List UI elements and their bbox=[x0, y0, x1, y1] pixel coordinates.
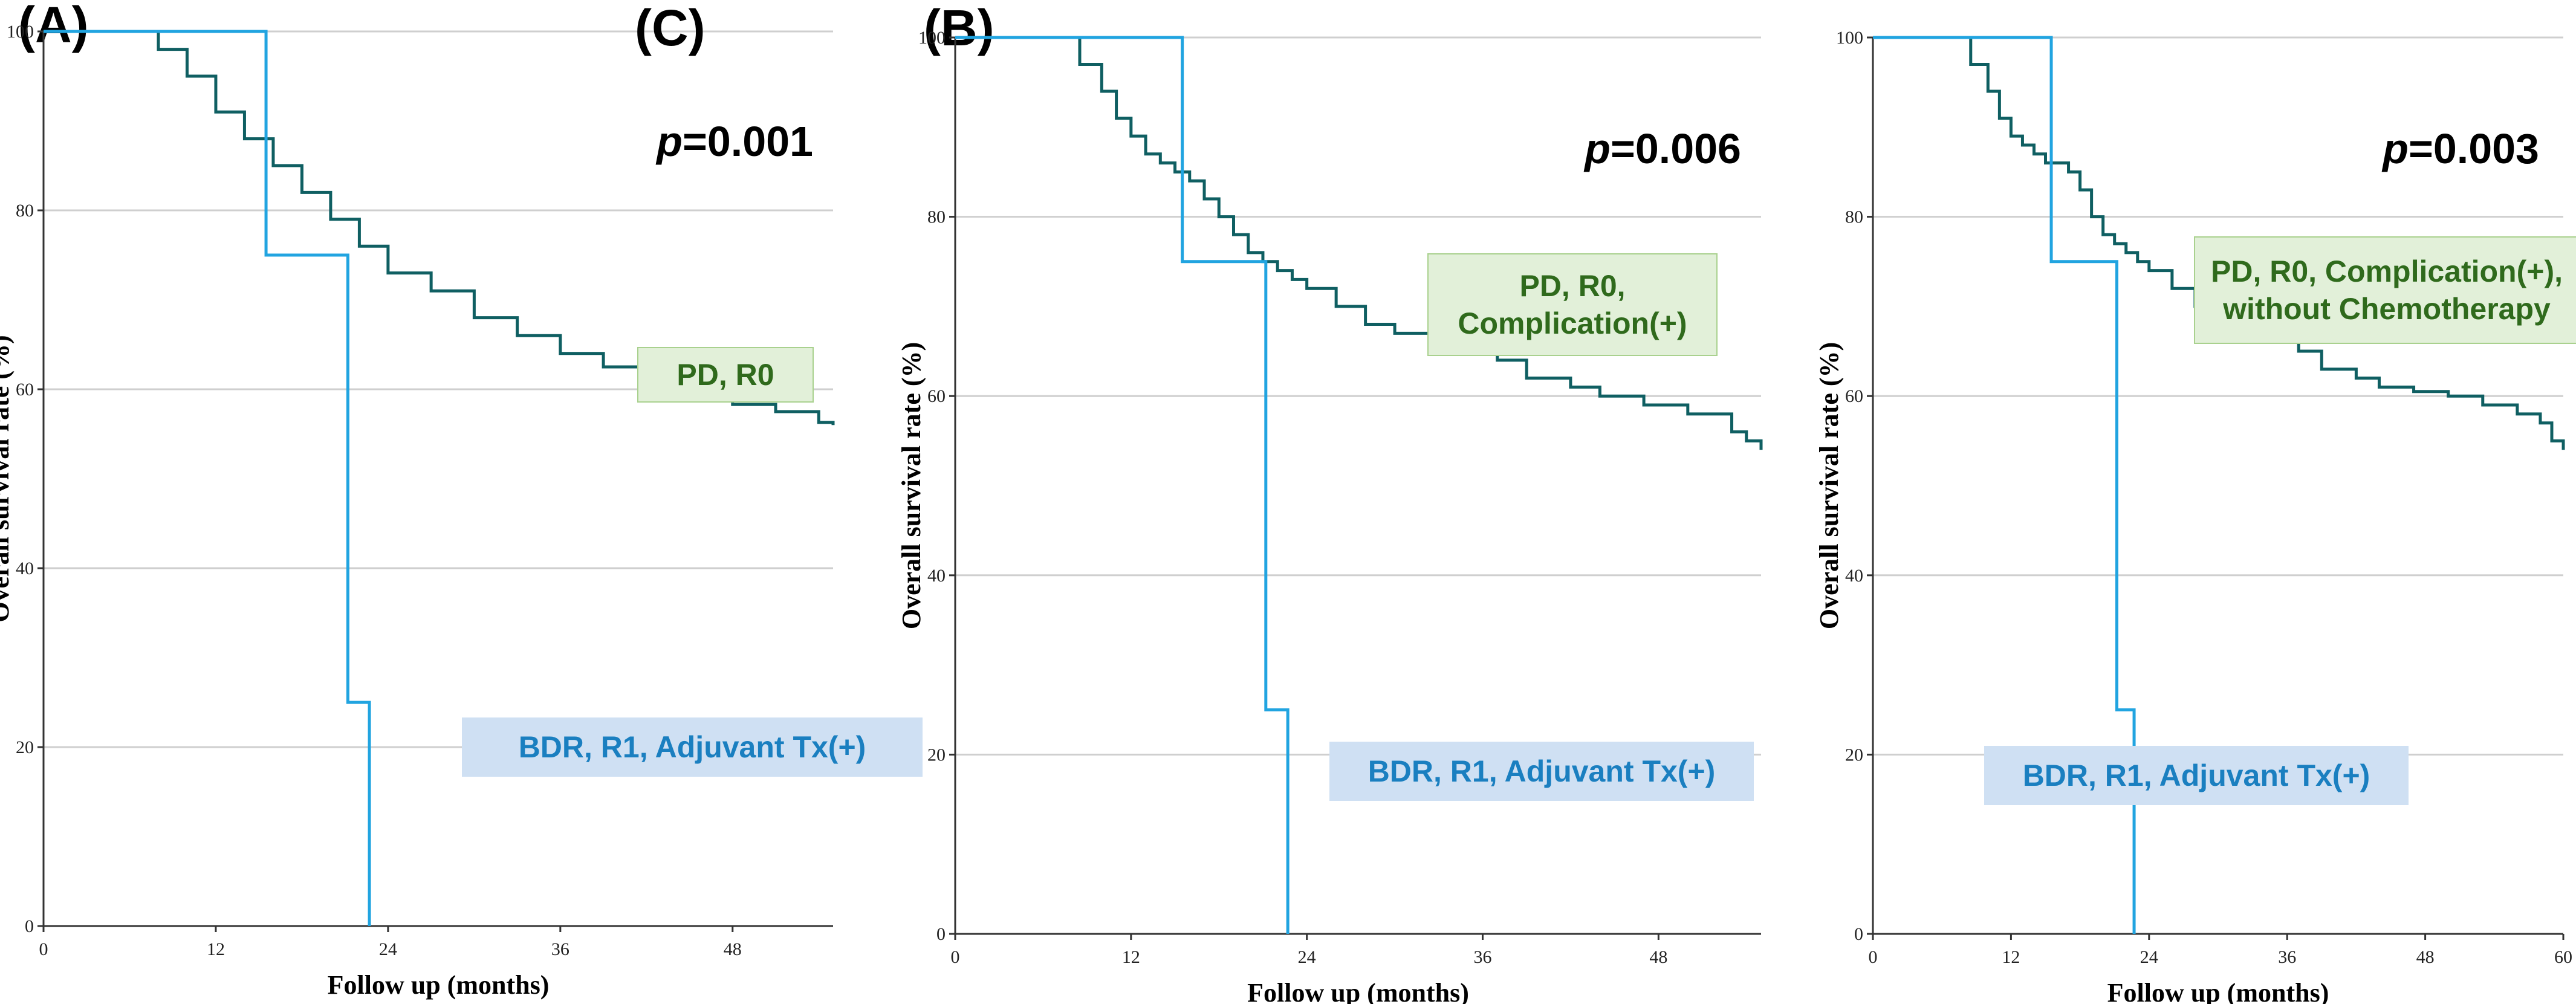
y-tick-label: 20 bbox=[1845, 745, 1863, 765]
legend-box-group2 bbox=[462, 717, 923, 777]
y-tick-label: 0 bbox=[1854, 924, 1863, 944]
panel-letter: (A) bbox=[18, 0, 89, 53]
x-tick-label: 48 bbox=[2416, 947, 2435, 967]
x-tick-label: 12 bbox=[1122, 947, 1140, 967]
legend-box-group1 bbox=[637, 347, 814, 403]
y-tick-label: 80 bbox=[1845, 207, 1863, 227]
x-tick-label: 24 bbox=[2140, 947, 2158, 967]
legend-label-group1: PD, R0, bbox=[1519, 269, 1625, 303]
panel-letter: (C) bbox=[635, 0, 706, 56]
p-value: p=0.006 bbox=[1583, 125, 1741, 172]
y-tick-label: 100 bbox=[1836, 28, 1863, 48]
chart-panel-2: (B) 0 20 40 60 80 100 0 12 24 36 48 Follow up (month… bbox=[897, 0, 1763, 1004]
legend-label-group1: PD, R0 bbox=[676, 358, 774, 392]
x-axis-title: Follow up (months) bbox=[328, 970, 550, 1000]
x-tick-label: 36 bbox=[2278, 947, 2296, 967]
y-tick-label: 20 bbox=[927, 745, 946, 765]
survival-curve-group1 bbox=[955, 36, 1763, 450]
p-value: p=0.003 bbox=[2381, 125, 2539, 172]
y-tick-label: 0 bbox=[25, 916, 34, 936]
y-tick-label: 0 bbox=[936, 924, 946, 944]
y-tick-label: 100 bbox=[7, 22, 34, 42]
y-axis-title: Overall survival rate (%) bbox=[1814, 342, 1844, 629]
x-tick-label: 60 bbox=[2554, 947, 2572, 967]
x-tick-label: 24 bbox=[379, 939, 397, 959]
y-tick-label: 80 bbox=[16, 201, 34, 221]
y-tick-label: 100 bbox=[918, 28, 946, 48]
y-tick-label: 40 bbox=[927, 566, 946, 586]
y-axis-title: Overall survival rate (%) bbox=[0, 335, 15, 622]
x-tick-label: 48 bbox=[724, 939, 742, 959]
y-tick-label: 20 bbox=[16, 737, 34, 757]
legend-label-group2: BDR, R1, Adjuvant Tx(+) bbox=[519, 730, 866, 764]
x-tick-label: 36 bbox=[1474, 947, 1492, 967]
y-axis-title: Overall survival rate (%) bbox=[897, 342, 926, 629]
y-tick-label: 40 bbox=[16, 559, 34, 578]
x-tick-label: 36 bbox=[551, 939, 569, 959]
x-tick-label: 48 bbox=[1649, 947, 1667, 967]
legend-box-group1 bbox=[2194, 236, 2576, 344]
legend-box-group2 bbox=[1984, 746, 2409, 805]
y-tick-label: 40 bbox=[1845, 566, 1863, 586]
legend-label-group1: Complication(+) bbox=[1458, 306, 1687, 340]
x-axis-title: Follow up (months) bbox=[2107, 978, 2329, 1004]
legend-label-group1: PD, R0, Complication(+), bbox=[2211, 254, 2563, 288]
x-tick-label: 12 bbox=[2002, 947, 2020, 967]
x-tick-label: 0 bbox=[1869, 947, 1878, 967]
y-tick-label: 80 bbox=[927, 207, 946, 227]
x-axis-title: Follow up (months) bbox=[1247, 978, 1469, 1004]
survival-curve-group2 bbox=[44, 30, 371, 926]
panel-letter: (B) bbox=[924, 0, 994, 56]
chart-panel-3: (C) 0 20 40 60 80 100 0 12 24 36 48 60 Follow up (mon… bbox=[635, 0, 2576, 1004]
p-value: p=0.001 bbox=[655, 118, 813, 165]
legend-label-group2: BDR, R1, Adjuvant Tx(+) bbox=[1368, 754, 1716, 788]
x-tick-label: 0 bbox=[39, 939, 48, 959]
legend-label-group1: without Chemotherapy bbox=[2222, 292, 2551, 326]
legend-label-group2: BDR, R1, Adjuvant Tx(+) bbox=[2023, 759, 2370, 792]
y-tick-label: 60 bbox=[16, 380, 34, 400]
chart-panel-1: (A) 0 20 40 60 80 100 0 12 24 36 48 Follow up (month… bbox=[0, 0, 923, 1000]
x-tick-label: 0 bbox=[951, 947, 960, 967]
survival-curve-group2 bbox=[955, 36, 1290, 934]
x-tick-label: 24 bbox=[1298, 947, 1316, 967]
legend-box-group1 bbox=[1427, 253, 1718, 356]
survival-curve-group2 bbox=[1873, 36, 2136, 934]
y-tick-label: 60 bbox=[1845, 386, 1863, 406]
y-tick-label: 60 bbox=[927, 386, 946, 406]
survival-curve-group1 bbox=[1873, 36, 2565, 450]
x-tick-label: 12 bbox=[207, 939, 225, 959]
legend-box-group2 bbox=[1329, 742, 1754, 801]
